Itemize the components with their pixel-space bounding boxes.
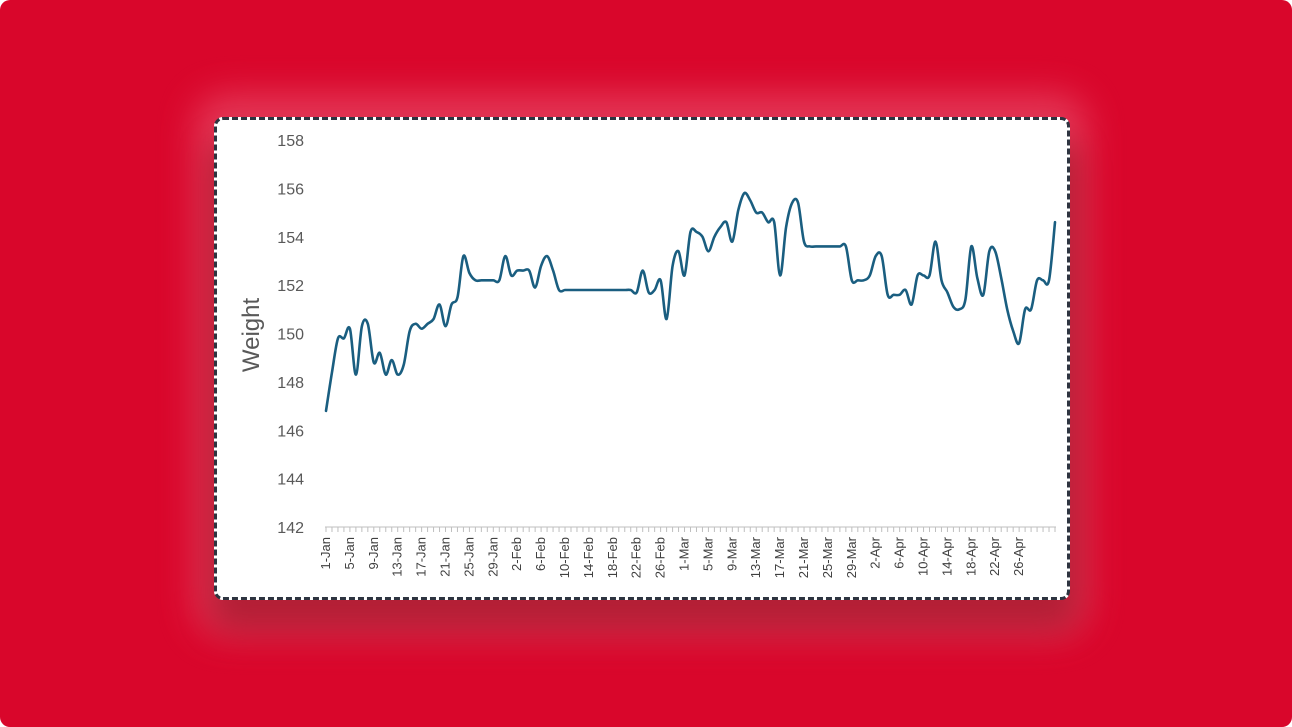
- x-axis-ticks: 1-Jan 5-Jan 9-Jan 13-Jan 17-Jan 21-Jan 25-Jan 2…: [318, 536, 1026, 578]
- y-tick-label: 142: [277, 520, 304, 537]
- y-tick-label: 156: [277, 181, 304, 198]
- series-line: [324, 191, 1057, 413]
- x-tick-label: 13-Mar: [748, 536, 763, 578]
- x-tick-label: 6-Feb: [533, 537, 548, 571]
- x-tick-label: 1-Mar: [677, 536, 692, 571]
- x-tick-label: 29-Jan: [485, 537, 500, 577]
- x-tick-label: 1-Jan: [318, 537, 333, 570]
- x-tick-label: 13-Jan: [390, 537, 405, 577]
- chart-card: 142 144 146 148 150 152 154 156 158 Weight 1-Jan…: [214, 117, 1070, 600]
- x-tick-label: 14-Feb: [581, 537, 596, 578]
- x-tick-label: 9-Mar: [724, 536, 739, 571]
- x-tick-label: 26-Feb: [653, 537, 668, 578]
- x-tick-label: 6-Apr: [892, 536, 907, 568]
- x-tick-label: 22-Feb: [629, 537, 644, 578]
- x-tick-label: 10-Feb: [557, 537, 572, 578]
- x-tick-label: 9-Jan: [366, 537, 381, 570]
- x-tick-label: 10-Apr: [916, 536, 931, 576]
- x-tick-label: 5-Jan: [342, 537, 357, 570]
- x-tick-label: 21-Mar: [796, 536, 811, 578]
- x-tick-label: 26-Apr: [1011, 536, 1026, 576]
- x-tick-label: 17-Jan: [414, 537, 429, 577]
- x-tick-label: 21-Jan: [438, 537, 453, 577]
- y-axis-ticks: 142 144 146 148 150 152 154 156 158: [277, 133, 304, 537]
- x-axis-minor-ticks: [325, 527, 1056, 532]
- x-tick-label: 14-Apr: [939, 536, 954, 576]
- x-tick-label: 29-Mar: [844, 536, 859, 578]
- y-tick-label: 154: [277, 230, 304, 247]
- y-tick-label: 146: [277, 423, 304, 440]
- y-tick-label: 144: [277, 472, 304, 489]
- x-tick-label: 2-Apr: [868, 536, 883, 568]
- x-tick-label: 18-Feb: [605, 537, 620, 578]
- x-tick-label: 5-Mar: [700, 536, 715, 571]
- x-tick-label: 25-Jan: [461, 537, 476, 577]
- x-tick-label: 17-Mar: [772, 536, 787, 578]
- x-tick-label: 25-Mar: [820, 536, 835, 578]
- y-tick-label: 150: [277, 327, 304, 344]
- x-tick-label: 18-Apr: [963, 536, 978, 576]
- y-axis-title: Weight: [238, 298, 265, 373]
- line-chart: 142 144 146 148 150 152 154 156 158 Weight 1-Jan…: [238, 133, 1057, 578]
- x-tick-label: 2-Feb: [509, 537, 524, 571]
- x-tick-label: 22-Apr: [987, 536, 1002, 576]
- y-tick-label: 152: [277, 278, 304, 295]
- y-tick-label: 148: [277, 375, 304, 392]
- y-tick-label: 158: [277, 133, 304, 150]
